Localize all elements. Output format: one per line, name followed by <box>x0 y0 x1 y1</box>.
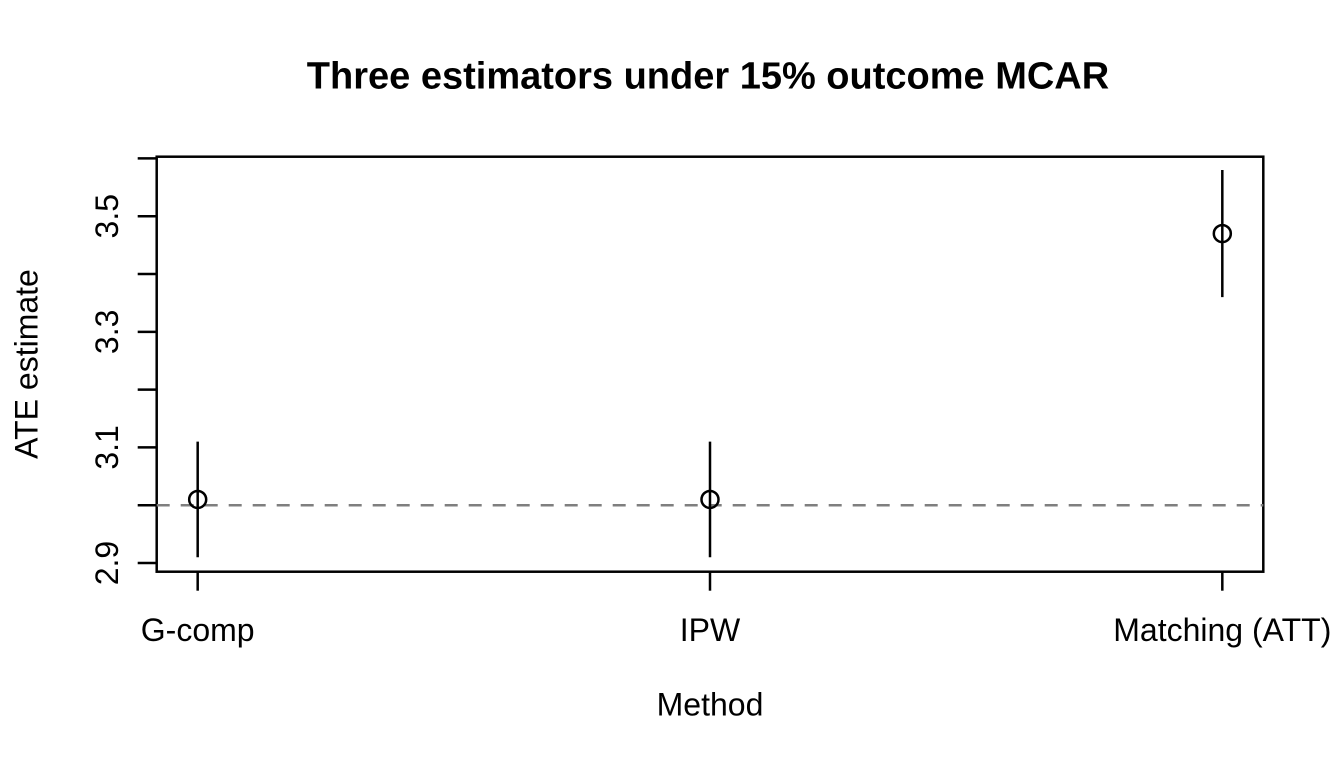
y-axis-tick-label: 3.5 <box>89 194 125 238</box>
point-estimate-marker <box>700 489 720 510</box>
y-axis-tick-label: 3.3 <box>89 310 125 354</box>
point-estimate-marker <box>187 489 208 510</box>
x-axis-tick-label: IPW <box>680 612 741 648</box>
x-axis-tick-label: Matching (ATT) <box>1113 612 1331 648</box>
point-estimate-marker <box>1212 223 1233 244</box>
chart-title: Three estimators under 15% outcome MCAR <box>306 55 1110 98</box>
x-axis-title: Method <box>656 686 764 723</box>
x-axis-tick-label: G-comp <box>141 612 255 648</box>
y-axis-tick-label: 3.1 <box>89 425 125 469</box>
y-axis-tick-label: 2.9 <box>89 541 125 585</box>
y-axis-title: ATE estimate <box>8 269 45 459</box>
